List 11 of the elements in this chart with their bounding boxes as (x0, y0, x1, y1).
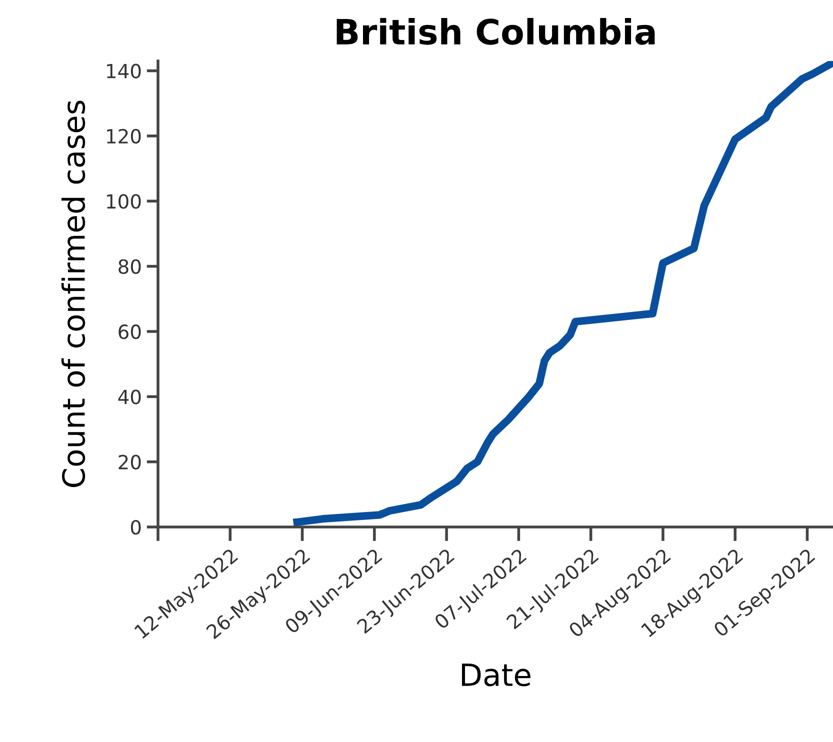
y-tick-label: 60 (118, 324, 141, 340)
y-tick-label: 80 (118, 259, 141, 274)
y-tick-label: 100 (107, 194, 141, 209)
y-tick-label: 40 (118, 390, 141, 404)
y-tick-label: 20 (118, 454, 141, 470)
y-tick-label: 140 (107, 64, 141, 78)
y-tick-label: 0 (130, 520, 141, 535)
y-tick-label: 120 (107, 128, 141, 144)
x-axis-title: Date (462, 664, 530, 686)
chart-title: British Columbia (336, 18, 655, 45)
y-axis-title: Count of confirmed cases (61, 100, 86, 488)
